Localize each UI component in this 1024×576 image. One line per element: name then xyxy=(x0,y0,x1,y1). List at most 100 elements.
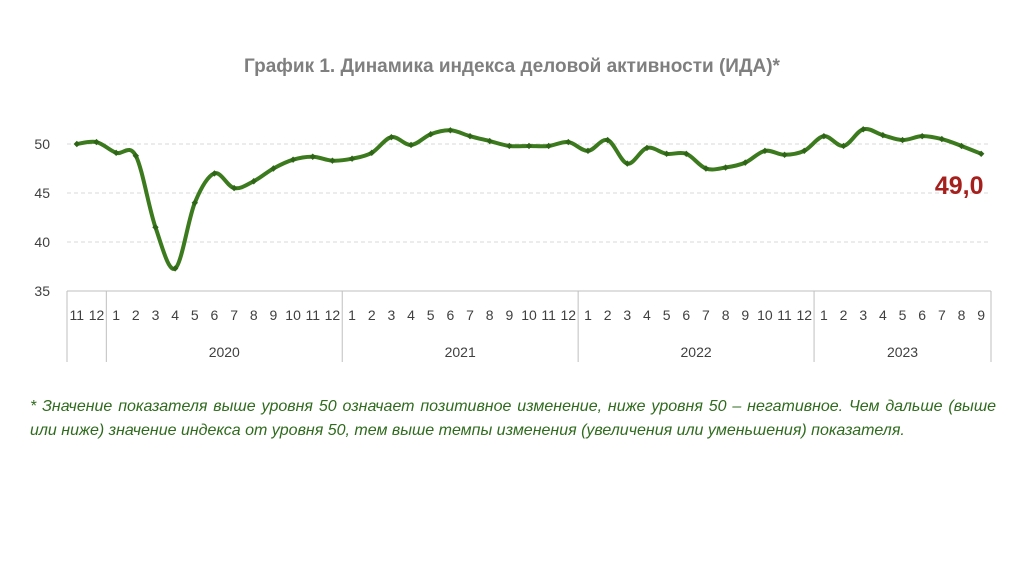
x-tick-label: 7 xyxy=(466,307,474,323)
last-value-label: 49,0 xyxy=(935,172,984,200)
x-tick-label: 10 xyxy=(521,307,537,323)
x-tick-label: 7 xyxy=(938,307,946,323)
data-point xyxy=(565,138,572,146)
x-tick-label: 2 xyxy=(132,307,140,323)
series-line-group xyxy=(74,126,984,271)
data-point xyxy=(918,132,926,140)
x-tick-label: 7 xyxy=(702,307,710,323)
data-point xyxy=(977,150,985,157)
x-tick-label: 3 xyxy=(387,307,395,323)
data-point xyxy=(683,150,690,157)
data-point xyxy=(289,156,297,163)
data-point xyxy=(820,132,828,140)
data-point xyxy=(860,126,867,133)
x-tick-label: 8 xyxy=(250,307,258,323)
y-tick-label: 45 xyxy=(34,185,50,201)
data-point xyxy=(329,157,336,164)
data-point xyxy=(545,142,552,150)
data-point xyxy=(899,136,906,144)
x-tick-label: 8 xyxy=(958,307,966,323)
data-point xyxy=(427,131,434,138)
data-point xyxy=(230,184,238,192)
y-axis-ticks: 35 40 45 50 xyxy=(34,136,50,299)
x-tick-label: 3 xyxy=(623,307,631,323)
x-tick-label: 12 xyxy=(89,307,105,323)
x-tick-label: 6 xyxy=(682,307,690,323)
data-point xyxy=(742,159,749,166)
x-tick-label: 3 xyxy=(152,307,160,323)
data-point xyxy=(663,150,670,157)
x-tick-label: 9 xyxy=(741,307,749,323)
y-tick-label: 40 xyxy=(34,234,50,250)
data-point xyxy=(525,142,533,150)
data-point xyxy=(604,136,611,144)
x-tick-label: 4 xyxy=(879,307,887,323)
data-point xyxy=(466,132,474,140)
x-tick-label: 9 xyxy=(977,307,985,323)
x-tick-label: 2 xyxy=(840,307,848,323)
data-point xyxy=(211,170,218,177)
x-tick-label: 4 xyxy=(171,307,179,323)
x-tick-label: 2 xyxy=(368,307,376,323)
x-tick-label: 1 xyxy=(112,307,120,323)
x-tick-label: 12 xyxy=(325,307,341,323)
data-point xyxy=(879,131,887,139)
x-tick-label: 4 xyxy=(407,307,415,323)
x-tick-label: 9 xyxy=(270,307,278,323)
x-axis: 11 12 1 2 3 4 5 6 7 8 9 10 11 12 1 2 3 4 5 6 7 8 9 10 11 12 1 2 3 4 5 6… xyxy=(66,290,992,362)
x-tick-label: 8 xyxy=(722,307,730,323)
data-point xyxy=(938,135,946,143)
year-label: 2020 xyxy=(209,344,240,360)
data-point xyxy=(801,147,808,155)
x-tick-label: 11 xyxy=(777,307,792,323)
data-point xyxy=(152,224,159,231)
x-tick-label: 10 xyxy=(285,307,301,323)
data-point xyxy=(722,164,729,171)
x-tick-label: 12 xyxy=(561,307,577,323)
data-point xyxy=(112,149,120,157)
x-tick-label: 1 xyxy=(820,307,828,323)
x-tick-label: 6 xyxy=(446,307,454,323)
series-line xyxy=(74,126,984,271)
x-tick-label: 8 xyxy=(486,307,494,323)
data-point xyxy=(348,155,356,162)
data-point xyxy=(584,147,592,155)
x-tick-label: 11 xyxy=(70,307,85,323)
x-tick-label: 10 xyxy=(757,307,773,323)
data-point xyxy=(958,142,965,150)
data-point xyxy=(407,141,415,149)
data-point xyxy=(781,151,788,158)
series-markers xyxy=(73,126,985,272)
data-point xyxy=(643,144,651,152)
x-tick-label: 12 xyxy=(796,307,812,323)
year-label: 2023 xyxy=(887,344,918,360)
data-point xyxy=(191,199,198,206)
x-tick-label: 2 xyxy=(604,307,612,323)
year-label: 2021 xyxy=(445,344,476,360)
x-tick-label: 7 xyxy=(230,307,238,323)
x-tick-label: 3 xyxy=(859,307,867,323)
data-point xyxy=(250,178,257,185)
x-tick-label: 5 xyxy=(191,307,199,323)
data-point xyxy=(93,138,100,146)
x-tick-label: 11 xyxy=(305,307,320,323)
footnote: * Значение показателя выше уровня 50 озн… xyxy=(30,398,996,439)
data-point xyxy=(73,140,81,148)
x-tick-label: 5 xyxy=(427,307,435,323)
data-point xyxy=(486,137,493,145)
data-point xyxy=(388,133,395,141)
x-tick-label: 6 xyxy=(211,307,219,323)
x-tick-label: 9 xyxy=(505,307,513,323)
x-tick-label: 4 xyxy=(643,307,651,323)
y-tick-label: 50 xyxy=(34,136,50,152)
y-tick-label: 35 xyxy=(34,283,50,299)
x-tick-label: 1 xyxy=(584,307,592,323)
chart-title: График 1. Динамика индекса деловой актив… xyxy=(244,56,780,77)
x-tick-label: 5 xyxy=(663,307,671,323)
data-point xyxy=(447,127,454,134)
data-point xyxy=(132,152,140,159)
x-tick-label: 5 xyxy=(899,307,907,323)
x-tick-label: 11 xyxy=(541,307,556,323)
data-point xyxy=(506,142,513,150)
